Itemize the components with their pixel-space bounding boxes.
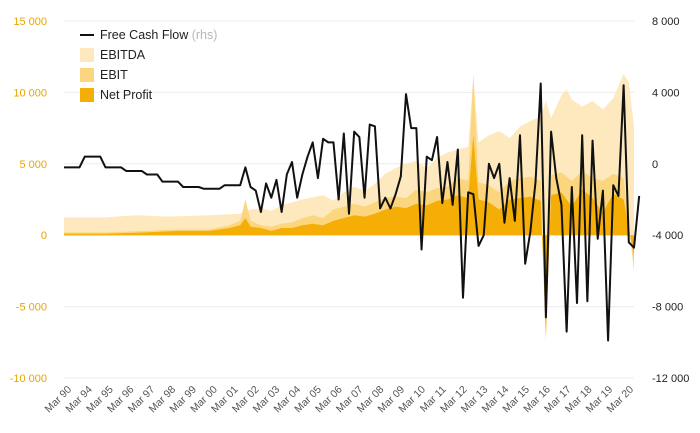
legend-label: Free Cash Flow (rhs) <box>100 28 217 42</box>
left-tick-label: 15 000 <box>13 16 47 28</box>
right-tick-label: 0 <box>652 159 658 171</box>
right-tick-label: -8 000 <box>652 302 683 314</box>
legend-label: EBITDA <box>100 48 146 62</box>
left-axis: -10 000 -5 000 0 5 000 10 000 15 000 <box>10 16 47 385</box>
right-tick-label: -12 000 <box>652 373 689 385</box>
right-tick-label: -4 000 <box>652 230 683 242</box>
left-tick-label: -5 000 <box>16 302 47 314</box>
right-tick-label: 8 000 <box>652 16 680 28</box>
left-tick-label: 5 000 <box>19 159 47 171</box>
right-axis: -12 000 -8 000 -4 000 0 4 000 8 000 <box>652 16 689 385</box>
line-series <box>64 82 641 342</box>
left-tick-label: -10 000 <box>10 373 47 385</box>
left-tick-label: 10 000 <box>13 87 47 99</box>
legend-label: EBIT <box>100 68 128 82</box>
legend-label: Net Profit <box>100 88 153 102</box>
legend-swatch-area <box>80 48 94 62</box>
line-free-cash-flow <box>64 82 641 342</box>
legend: Free Cash Flow (rhs) EBITDA EBIT Net Profit <box>80 28 217 102</box>
left-tick-label: 0 <box>41 230 47 242</box>
legend-swatch-area <box>80 88 94 102</box>
legend-swatch-area <box>80 68 94 82</box>
right-tick-label: 4 000 <box>652 87 680 99</box>
legend-suffix: (rhs) <box>188 28 217 42</box>
